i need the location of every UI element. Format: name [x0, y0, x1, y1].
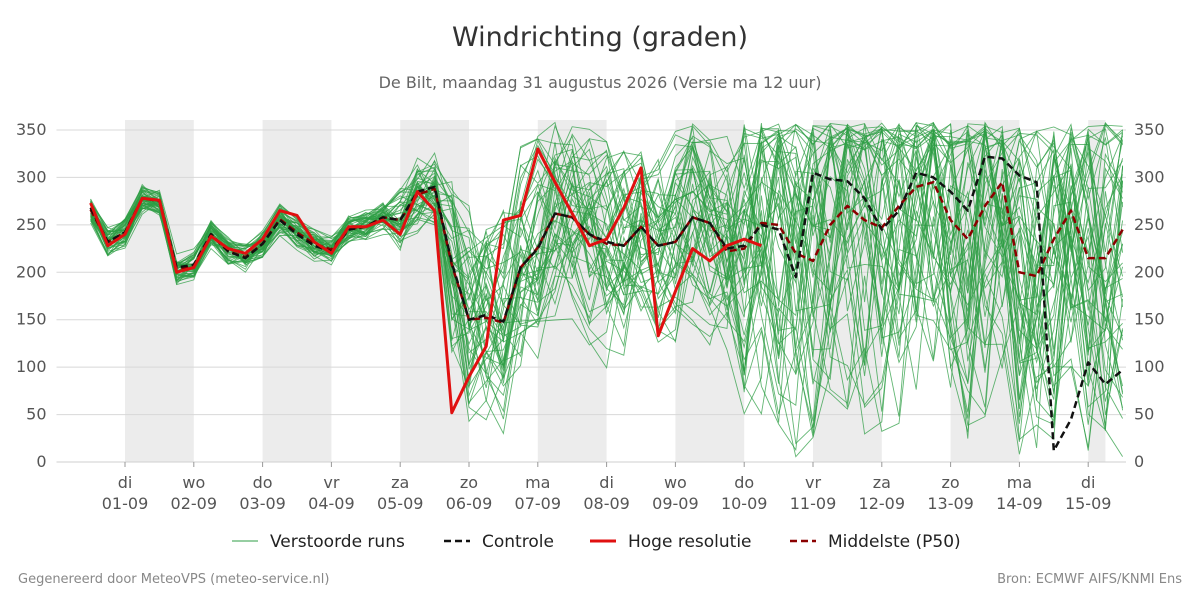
ensemble-run-line — [90, 121, 1124, 389]
x-tick-label-weekday: do — [734, 473, 754, 492]
x-tick-label-weekday: di — [1081, 473, 1096, 492]
y-tick-label-left: 350 — [16, 120, 47, 139]
y-tick-label-left: 50 — [26, 405, 46, 424]
y-tick-label-right: 150 — [1134, 310, 1165, 329]
legend-label-ensemble: Verstoorde runs — [270, 532, 405, 552]
weekend-band — [125, 120, 194, 462]
y-tick-label-right: 350 — [1134, 120, 1165, 139]
hires-line — [89, 147, 762, 415]
y-tick-label-right: 100 — [1134, 357, 1165, 376]
x-tick-label-weekday: ma — [525, 473, 550, 492]
x-tick-label-date: 05-09 — [377, 494, 424, 513]
y-tick-label-left: 200 — [16, 262, 47, 281]
x-tick-label-date: 01-09 — [102, 494, 149, 513]
x-tick-label-weekday: do — [253, 473, 273, 492]
ensemble-run-line — [90, 122, 1123, 425]
x-tick-label-weekday: za — [873, 473, 891, 492]
x-tick-label-date: 15-09 — [1065, 494, 1112, 513]
x-tick-label-date: 06-09 — [446, 494, 493, 513]
ensemble-run-line — [90, 123, 1123, 457]
ensemble-run-line — [90, 123, 1123, 349]
x-tick-label-weekday: vr — [805, 473, 821, 492]
main-series — [89, 147, 1124, 452]
y-axis-right: 0 50 100 150 200 250 300 350 — [1134, 120, 1165, 471]
ensemble-run-line — [90, 125, 1124, 426]
y-tick-label-right: 0 — [1134, 452, 1144, 471]
ensemble-run-line — [90, 127, 1124, 430]
x-tick-label-date: 14-09 — [996, 494, 1043, 513]
y-tick-label-left: 300 — [16, 167, 47, 186]
legend-label-hires: Hoge resolutie — [628, 532, 752, 552]
x-axis: di 01-09 wo 02-09 do 03-09 vr 04-09 za 05-09 zo 06-… — [102, 462, 1112, 513]
x-tick-label-date: 10-09 — [721, 494, 768, 513]
y-tick-label-left: 150 — [16, 310, 47, 329]
legend-label-median: Middelste (P50) — [828, 532, 961, 552]
x-tick-label-weekday: za — [391, 473, 409, 492]
x-tick-label-weekday: vr — [323, 473, 339, 492]
x-tick-label-weekday: di — [118, 473, 133, 492]
y-tick-label-left: 250 — [16, 215, 47, 234]
weekend-band — [262, 120, 332, 462]
x-tick-label-weekday: wo — [182, 473, 205, 492]
footer-source: Bron: ECMWF AIFS/KNMI Ens — [997, 572, 1182, 587]
ensemble-run-line — [90, 123, 1124, 406]
x-tick-label-weekday: di — [599, 473, 614, 492]
legend: Verstoorde runs Controle Hoge resolutie … — [232, 532, 961, 552]
y-tick-label-left: 100 — [16, 357, 47, 376]
y-tick-label-right: 300 — [1134, 167, 1165, 186]
control-line — [89, 155, 1124, 452]
x-tick-label-date: 13-09 — [927, 494, 974, 513]
ensemble-run-line — [90, 127, 1124, 428]
x-tick-label-date: 12-09 — [859, 494, 906, 513]
ensemble-run-line — [90, 127, 1124, 384]
x-tick-label-weekday: ma — [1007, 473, 1032, 492]
x-tick-label-date: 09-09 — [652, 494, 699, 513]
y-tick-label-right: 50 — [1134, 405, 1154, 424]
x-tick-label-date: 04-09 — [308, 494, 355, 513]
footer-generator: Gegenereerd door MeteoVPS (meteo-service… — [18, 572, 330, 587]
x-tick-label-weekday: zo — [942, 473, 960, 492]
x-tick-label-weekday: wo — [664, 473, 687, 492]
chart-title: Windrichting (graden) — [451, 22, 749, 53]
ensemble-run-line — [90, 125, 1124, 402]
y-tick-label-right: 250 — [1134, 215, 1165, 234]
x-tick-label-date: 02-09 — [171, 494, 218, 513]
x-tick-label-date: 08-09 — [583, 494, 630, 513]
y-tick-label-left: 0 — [36, 452, 46, 471]
chart-subtitle: De Bilt, maandag 31 augustus 2026 (Versi… — [378, 73, 822, 92]
x-tick-label-date: 07-09 — [515, 494, 562, 513]
y-tick-label-right: 200 — [1134, 262, 1165, 281]
x-tick-label-date: 11-09 — [790, 494, 837, 513]
x-tick-label-date: 03-09 — [239, 494, 286, 513]
x-tick-label-weekday: zo — [460, 473, 478, 492]
y-axis-left: 0 50 100 150 200 250 300 350 — [16, 120, 47, 471]
legend-label-control: Controle — [482, 532, 554, 552]
